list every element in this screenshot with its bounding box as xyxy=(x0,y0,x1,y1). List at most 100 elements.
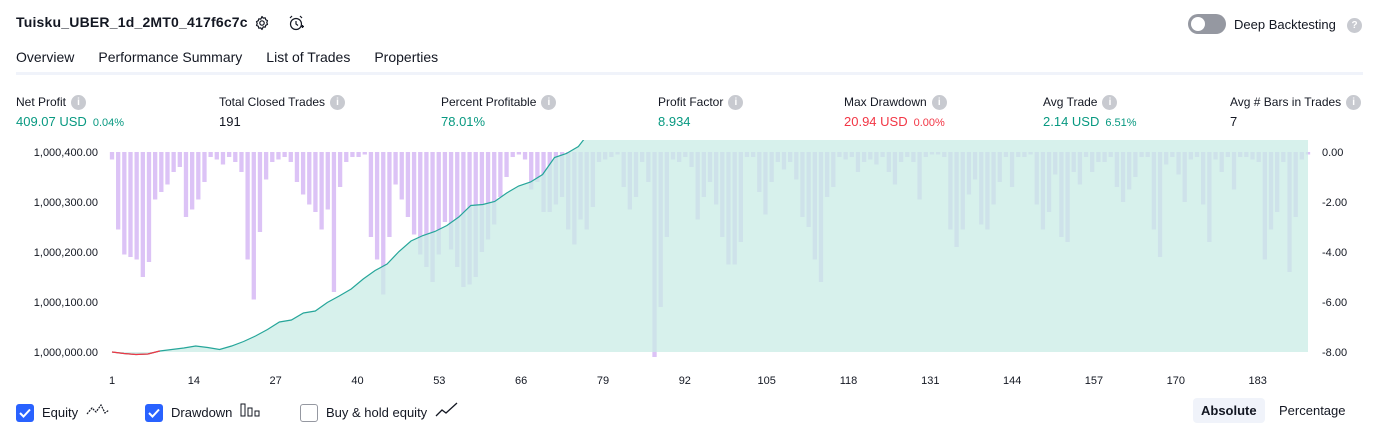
drawdown-bar xyxy=(374,152,380,260)
drawdown-bar xyxy=(485,152,491,240)
drawdown-bar xyxy=(214,152,219,160)
deep-backtesting-label: Deep Backtesting xyxy=(1234,17,1336,32)
info-icon[interactable]: i xyxy=(330,94,346,110)
info-icon[interactable]: i xyxy=(541,94,557,110)
metric-percent: 0.00% xyxy=(913,117,945,129)
drawdown-bar xyxy=(510,152,515,157)
equity-line-icon xyxy=(86,402,110,423)
drawdown-bar xyxy=(122,152,127,255)
drawdown-bar xyxy=(239,152,244,172)
metric-value: 78.01% xyxy=(441,114,486,129)
metric-value: 409.07 USD xyxy=(16,114,87,129)
drawdown-bar xyxy=(529,152,534,190)
left-axis-tick: 1,000,100.00 xyxy=(34,297,98,309)
drawdown-bar xyxy=(146,152,152,262)
info-icon[interactable]: i xyxy=(1346,94,1362,110)
drawdown-bar xyxy=(226,152,232,157)
metric-label: Avg Trade xyxy=(1043,95,1098,109)
equity-area xyxy=(112,140,1308,355)
metric-value: 7 xyxy=(1230,114,1238,129)
metric-net-profit: Net Profit i 409.07 USD 0.04% xyxy=(16,94,124,129)
drawdown-bar xyxy=(331,152,337,292)
alarm-add-icon[interactable] xyxy=(286,13,306,33)
drawdown-bar xyxy=(294,152,300,182)
drawdown-bar xyxy=(455,152,460,267)
equity-label: Equity xyxy=(42,405,79,420)
gear-icon[interactable] xyxy=(252,13,272,33)
x-axis-tick: 170 xyxy=(1167,375,1185,387)
drawdown-bar xyxy=(189,152,195,210)
drawdown-bar xyxy=(270,152,275,162)
tab-list-of-trades[interactable]: List of Trades xyxy=(266,49,351,65)
info-icon[interactable]: i xyxy=(71,94,87,110)
drawdown-bar xyxy=(344,152,349,162)
drawdown-bar xyxy=(393,152,398,185)
metric-label: Profit Factor xyxy=(658,95,724,109)
info-icon[interactable]: i xyxy=(728,94,744,110)
tab-performance-summary[interactable]: Performance Summary xyxy=(98,49,243,65)
left-axis-tick: 1,000,000.00 xyxy=(34,347,98,359)
x-axis-tick: 53 xyxy=(433,375,445,387)
drawdown-bar xyxy=(263,152,269,180)
legend-equity[interactable]: Equity xyxy=(16,402,110,423)
drawdown-bar xyxy=(350,152,355,157)
metric-percent: 6.51% xyxy=(1105,117,1137,129)
drawdown-bar xyxy=(208,152,213,157)
legend-drawdown[interactable]: Drawdown xyxy=(145,402,260,423)
metric-percent-profitable: Percent Profitable i 78.01% xyxy=(441,94,557,129)
right-axis-tick: -6.00 xyxy=(1322,297,1347,309)
metric-avg-bars-in-trades: Avg # Bars in Trades i 7 xyxy=(1230,94,1362,129)
drawdown-bar xyxy=(436,152,441,255)
drawdown-bar xyxy=(313,152,318,212)
buy-hold-checkbox[interactable] xyxy=(300,403,318,422)
metric-value: 191 xyxy=(219,114,241,129)
right-axis-tick: -2.00 xyxy=(1322,197,1347,209)
metric-profit-factor: Profit Factor i 8.934 xyxy=(658,94,744,129)
help-icon[interactable]: ? xyxy=(1347,18,1362,33)
equity-negative-segment xyxy=(111,350,160,356)
x-axis-tick: 157 xyxy=(1085,375,1103,387)
drawdown-checkbox[interactable] xyxy=(145,403,163,422)
drawdown-bar xyxy=(535,152,540,182)
drawdown-bar xyxy=(405,152,411,217)
equity-line xyxy=(111,140,585,356)
left-axis-tick: 1,000,400.00 xyxy=(34,147,98,159)
drawdown-bar xyxy=(504,152,509,177)
trend-line-icon xyxy=(435,402,459,423)
drawdown-bar xyxy=(307,152,312,205)
drawdown-bar xyxy=(276,152,281,160)
buy-hold-label: Buy & hold equity xyxy=(326,405,428,420)
right-axis-tick: -4.00 xyxy=(1322,247,1347,259)
drawdown-bar xyxy=(220,152,226,165)
drawdown-bar xyxy=(257,152,263,232)
deep-backtesting-toggle[interactable] xyxy=(1188,14,1226,34)
x-axis-tick: 144 xyxy=(1003,375,1021,387)
drawdown-bar xyxy=(381,152,386,295)
info-icon[interactable]: i xyxy=(1102,94,1118,110)
drawdown-bar xyxy=(498,152,503,197)
right-axis-tick: 0.00 xyxy=(1322,147,1343,159)
metric-label: Total Closed Trades xyxy=(219,95,326,109)
metric-label: Net Profit xyxy=(16,95,67,109)
tab-overview[interactable]: Overview xyxy=(16,48,75,75)
drawdown-label: Drawdown xyxy=(171,405,233,420)
legend-buy-hold[interactable]: Buy & hold equity xyxy=(300,402,459,423)
x-axis-tick: 105 xyxy=(757,375,775,387)
tab-properties[interactable]: Properties xyxy=(374,49,439,65)
x-axis-tick: 92 xyxy=(679,375,691,387)
drawdown-bar xyxy=(479,152,485,252)
metric-max-drawdown: Max Drawdown i 20.94 USD 0.00% xyxy=(844,94,947,129)
left-axis-tick: 1,000,300.00 xyxy=(34,197,98,209)
drawdown-bar xyxy=(356,152,361,157)
info-icon[interactable]: i xyxy=(931,94,947,110)
equity-checkbox[interactable] xyxy=(16,403,34,422)
drawdown-bar xyxy=(159,152,164,192)
drawdown-bar xyxy=(245,152,250,260)
x-axis-tick: 183 xyxy=(1248,375,1266,387)
x-axis-tick: 79 xyxy=(597,375,609,387)
drawdown-bar xyxy=(516,152,522,155)
x-axis-tick: 14 xyxy=(188,375,200,387)
percentage-toggle[interactable]: Percentage xyxy=(1279,403,1346,418)
toggle-knob xyxy=(1191,17,1205,31)
absolute-toggle[interactable]: Absolute xyxy=(1193,398,1265,423)
